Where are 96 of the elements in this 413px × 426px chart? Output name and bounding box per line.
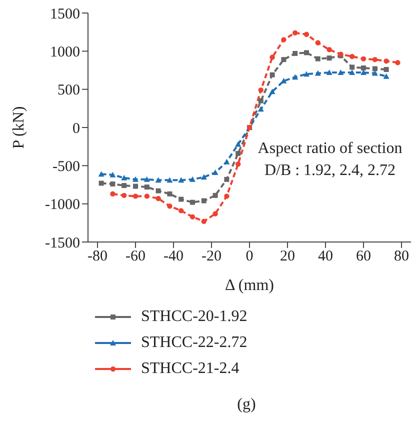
point: [292, 74, 298, 80]
point: [212, 170, 218, 176]
x-tick-label: 80: [394, 248, 409, 265]
y-axis-title: P (kN): [10, 106, 28, 149]
point: [98, 171, 104, 177]
point: [224, 158, 230, 164]
y-tick-label: 500: [58, 82, 80, 99]
point: [304, 71, 310, 77]
point: [270, 72, 275, 78]
point: [121, 174, 128, 180]
x-tick-label: 40: [318, 248, 333, 265]
point: [361, 65, 366, 70]
point: [270, 54, 275, 60]
point: [212, 211, 218, 216]
point: [281, 57, 286, 62]
point: [155, 177, 162, 183]
point: [144, 176, 150, 182]
point: [304, 50, 309, 56]
point: [201, 198, 206, 204]
point: [110, 191, 116, 197]
point: [236, 150, 241, 156]
point: [144, 184, 150, 190]
point: [258, 106, 264, 112]
annotation: D/B : 1.92, 2.4, 2.72: [263, 162, 397, 180]
point: [178, 196, 184, 202]
point: [372, 70, 378, 76]
x-tick-label: -80: [88, 248, 108, 265]
point: [98, 180, 104, 186]
x-axis-title: Δ (mm): [225, 277, 274, 294]
point: [190, 176, 196, 182]
x-tick-label: -20: [202, 248, 222, 265]
point: [201, 218, 206, 224]
y-tick-label: 1000: [50, 44, 80, 60]
point: [384, 66, 389, 72]
annotation: Aspect ratio of section: [256, 140, 404, 158]
point: [190, 214, 196, 220]
point: [167, 191, 172, 196]
point: [133, 184, 138, 189]
y-tick-label: -1000: [45, 197, 80, 214]
point: [178, 208, 184, 214]
point: [372, 66, 378, 72]
x-tick-label: -60: [126, 248, 146, 265]
text: (g): [236, 396, 257, 414]
y-tick-label: -500: [52, 158, 80, 175]
y-tick-label: 0: [72, 120, 80, 137]
point: [350, 54, 355, 60]
point: [269, 88, 276, 94]
point: [292, 30, 298, 36]
point: [326, 56, 332, 61]
x-tick-label: 60: [356, 248, 371, 265]
x-tick-label: 0: [246, 248, 254, 265]
point: [200, 174, 207, 180]
point: [350, 64, 355, 70]
point: [110, 172, 116, 178]
point: [315, 56, 320, 62]
point: [314, 70, 321, 76]
point: [383, 73, 390, 79]
point: [122, 192, 127, 198]
point: [292, 50, 298, 56]
point: [360, 70, 366, 76]
point: [338, 70, 344, 76]
point: [224, 194, 230, 199]
point: [258, 98, 264, 104]
y-tick-label: -1500: [45, 235, 80, 252]
x-tick-label: 20: [280, 248, 295, 265]
point: [235, 141, 242, 147]
point: [395, 60, 400, 66]
point: [224, 176, 230, 182]
point: [212, 192, 218, 198]
x-tick-label: -40: [164, 248, 184, 265]
point: [281, 37, 286, 42]
point: [156, 196, 161, 202]
point: [236, 162, 241, 167]
point: [360, 56, 366, 62]
point: [349, 70, 356, 76]
point: [315, 40, 320, 46]
point: [110, 181, 116, 186]
point: [304, 32, 310, 37]
y-tick-label: 1500: [50, 6, 80, 22]
point: [384, 58, 389, 64]
legend-label: STHCC-22-2.72: [141, 334, 248, 352]
point: [258, 87, 264, 93]
point: [167, 204, 172, 209]
point: [326, 47, 332, 52]
point: [156, 188, 161, 194]
point: [132, 176, 138, 182]
point: [326, 70, 332, 76]
legend-label: STHCC-21-2.4: [141, 360, 240, 378]
point: [132, 194, 138, 199]
point: [372, 56, 378, 62]
point: [166, 177, 173, 183]
point: [122, 183, 127, 188]
point: [178, 177, 184, 183]
point: [144, 194, 150, 199]
legend-label: STHCC-20-1.92: [141, 308, 248, 326]
point: [190, 200, 195, 205]
